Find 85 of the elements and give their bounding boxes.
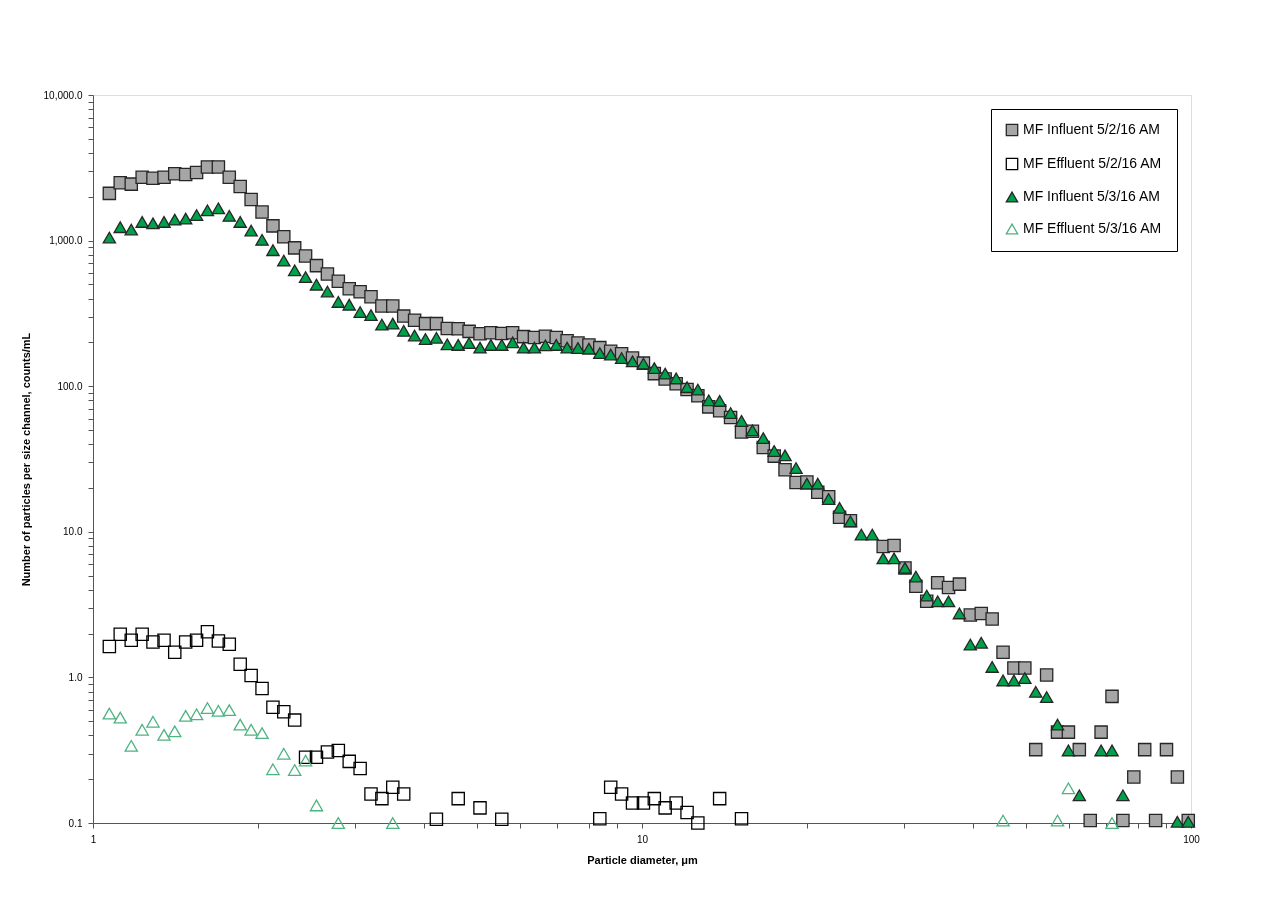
point <box>734 811 749 826</box>
point <box>298 754 313 767</box>
point <box>233 657 247 672</box>
point <box>996 814 1010 827</box>
point <box>658 801 672 815</box>
point <box>266 763 280 776</box>
point <box>244 668 258 683</box>
point <box>429 812 444 827</box>
point <box>255 681 269 696</box>
point <box>364 787 378 801</box>
point <box>255 727 269 740</box>
point <box>309 750 324 764</box>
point <box>375 791 389 806</box>
point <box>396 787 411 801</box>
point <box>167 645 182 659</box>
legend-label: MF Effluent 5/2/16 AM <box>1023 155 1162 171</box>
point <box>266 700 280 715</box>
point <box>298 750 313 764</box>
x-axis-title: Particle diameter, μm <box>587 853 699 866</box>
legend-label: MF Effluent 5/3/16 AM <box>1023 220 1162 236</box>
point <box>146 715 160 728</box>
y-tick-label: 0.1 <box>68 817 83 829</box>
point <box>593 811 607 826</box>
point <box>244 723 258 736</box>
y-axis-title: Number of particles per size channel, counts/mL <box>19 332 32 587</box>
point <box>211 634 226 648</box>
point <box>124 633 139 648</box>
point <box>712 791 727 806</box>
point <box>277 704 291 719</box>
point <box>135 627 149 641</box>
point <box>157 728 171 741</box>
point <box>222 637 237 651</box>
point <box>342 754 356 769</box>
x-tick-label: 100 <box>1183 833 1201 845</box>
point <box>647 791 662 806</box>
y-tick-label: 10.0 <box>63 526 83 538</box>
point <box>200 624 215 639</box>
y-tick-label: 100.0 <box>57 380 83 392</box>
point <box>691 816 705 830</box>
point <box>178 635 193 649</box>
point <box>146 635 160 649</box>
y-tick-label: 1,000.0 <box>49 235 83 247</box>
point <box>473 801 487 815</box>
point <box>680 805 694 820</box>
y-tick-label: 1.0 <box>68 671 83 683</box>
point <box>178 709 193 722</box>
point <box>669 796 683 810</box>
point <box>113 627 128 641</box>
x-tick-label: 1 <box>90 833 97 845</box>
point <box>353 761 367 776</box>
legend-label: MF Influent 5/3/16 AM <box>1023 188 1160 204</box>
point <box>157 633 171 648</box>
point <box>102 707 117 720</box>
point <box>200 702 215 714</box>
point <box>495 812 509 827</box>
point <box>287 713 302 727</box>
point <box>287 764 302 777</box>
legend-label: MF Influent 5/2/16 AM <box>1023 121 1160 137</box>
point <box>113 711 128 724</box>
point <box>167 725 182 738</box>
point <box>320 745 335 759</box>
point <box>636 796 651 810</box>
point <box>1050 814 1065 827</box>
point <box>1061 782 1076 795</box>
point <box>135 723 149 736</box>
point <box>614 787 629 801</box>
point <box>331 743 346 758</box>
point <box>625 796 640 810</box>
point <box>386 780 400 795</box>
point <box>331 817 346 829</box>
point <box>1105 817 1119 829</box>
point <box>386 817 400 829</box>
point <box>233 718 247 731</box>
point <box>189 633 204 648</box>
point <box>603 780 618 795</box>
y-tick-label: 10,000.0 <box>43 89 83 101</box>
point <box>222 704 237 717</box>
point <box>124 739 139 752</box>
point <box>451 791 465 806</box>
x-tick-label: 10 <box>636 833 649 845</box>
point <box>211 704 226 717</box>
point <box>277 747 291 760</box>
point <box>309 799 324 812</box>
point <box>102 639 117 654</box>
point <box>189 708 204 721</box>
